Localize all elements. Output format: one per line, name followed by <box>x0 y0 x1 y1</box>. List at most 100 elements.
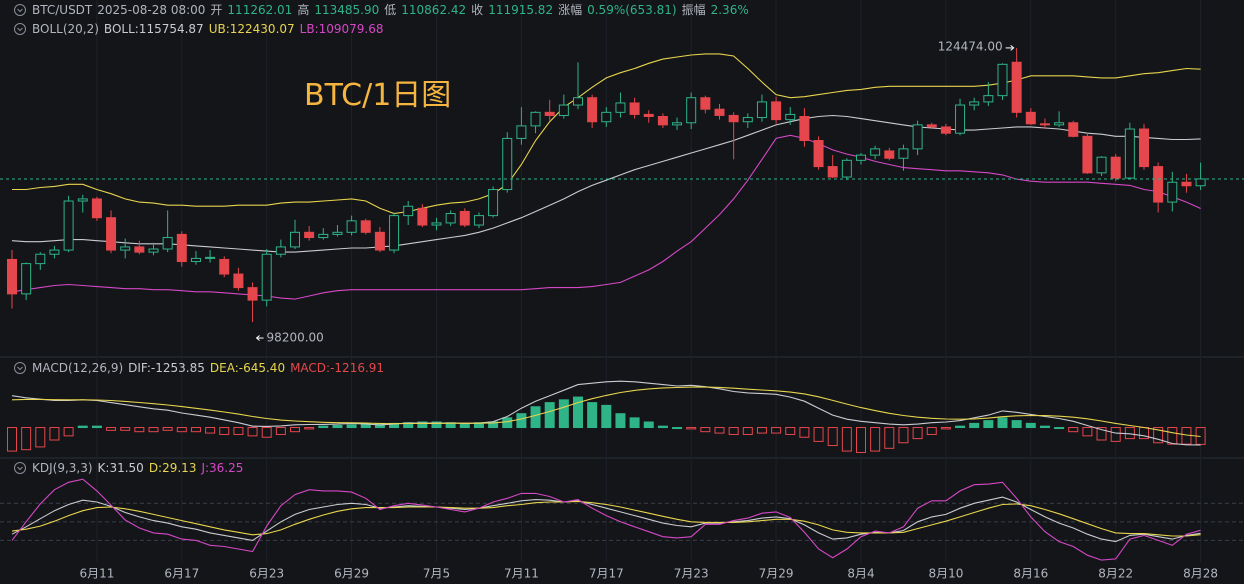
candle-body <box>587 97 598 123</box>
macd-bar <box>1039 425 1050 429</box>
macd-bar <box>1054 427 1065 430</box>
macd-bar <box>629 417 640 429</box>
macd-bar <box>190 427 201 433</box>
candle-body <box>813 140 824 168</box>
macd-bar <box>657 425 668 429</box>
field-label: 开 <box>210 3 223 17</box>
candle-body <box>940 126 951 134</box>
candle-body <box>502 137 513 191</box>
macd-bar <box>1025 422 1036 429</box>
macd-bar <box>926 427 937 435</box>
candle-body <box>318 233 329 239</box>
legend-entry: D:29.13 <box>148 461 197 475</box>
candle-body <box>742 117 753 123</box>
macd-bar <box>516 413 527 429</box>
macd-bar <box>530 406 541 429</box>
macd-bar <box>205 427 216 434</box>
macd-bar <box>700 427 711 433</box>
candle-body <box>1167 181 1178 203</box>
macd-bar <box>346 424 357 429</box>
macd-bar <box>785 427 796 435</box>
macd-bar <box>714 427 725 434</box>
macd-bar <box>49 427 60 441</box>
macd-bar <box>544 402 555 429</box>
macd-bar <box>940 427 951 430</box>
macd-bar <box>7 427 17 452</box>
candle-body <box>374 231 385 251</box>
macd-bar <box>148 427 159 433</box>
candle-body <box>1195 178 1206 187</box>
candle-body <box>1039 123 1050 126</box>
candle-body <box>955 104 966 134</box>
candle-body <box>77 198 88 202</box>
macd-bar <box>1068 427 1079 433</box>
macd-bar <box>672 427 683 430</box>
candle-body <box>856 154 866 161</box>
field-value: 0.59%(653.81) <box>587 3 677 17</box>
candle-body <box>615 102 626 113</box>
candle-body <box>700 97 711 110</box>
candle-body <box>162 237 173 250</box>
macd-bar <box>884 427 895 449</box>
candle-body <box>516 125 527 139</box>
indicator-line <box>11 500 1201 537</box>
x-tick-label: 6月11 <box>79 567 114 581</box>
candle-body <box>205 256 216 259</box>
x-tick-label: 7月5 <box>423 567 450 581</box>
macd-bar <box>827 427 838 447</box>
candle-body <box>1068 122 1079 137</box>
macd-bar <box>1082 427 1093 437</box>
candle-body <box>1011 61 1022 113</box>
candle-body <box>459 210 470 226</box>
macd-bar <box>332 424 343 429</box>
macd-bar <box>756 427 767 434</box>
candle-body <box>898 148 909 159</box>
legend-entry: BOLL:115754.87 <box>103 22 204 36</box>
candle-body <box>983 95 994 103</box>
legend-entry: DIF:-1253.85 <box>128 361 205 375</box>
field-label: 高 <box>297 3 310 17</box>
annotation-arrowhead <box>255 335 260 341</box>
macd-bar <box>247 427 258 437</box>
candle-body <box>926 124 937 128</box>
candle-body <box>657 116 668 126</box>
macd-bar <box>120 427 131 431</box>
candle-body <box>827 166 838 178</box>
macd-bar <box>601 404 612 429</box>
macd-bar <box>290 427 300 433</box>
macd-bar <box>870 427 881 452</box>
legend-entry: DEA:-645.40 <box>209 361 286 375</box>
candle-body <box>629 102 640 115</box>
field-label: 振幅 <box>681 3 706 17</box>
macd-bar <box>304 427 315 430</box>
candle-body <box>558 104 569 116</box>
macd-bar <box>558 399 569 429</box>
legend-entry: LB:109079.68 <box>299 22 384 36</box>
macd-bar <box>106 427 117 431</box>
macd-bar <box>35 427 46 448</box>
candle-body <box>431 222 442 226</box>
candle-body <box>247 287 258 301</box>
macd-bar <box>91 425 102 429</box>
candle-body <box>1054 122 1065 126</box>
candle-body <box>417 207 428 226</box>
annotation: 98200.00 <box>267 331 324 345</box>
candle-body <box>91 198 102 219</box>
candle-body <box>573 97 583 106</box>
candle-body <box>261 253 272 301</box>
x-tick-label: 7月11 <box>504 567 539 581</box>
macd-bar <box>742 427 753 435</box>
candle-body <box>1153 166 1164 203</box>
macd-bar <box>997 417 1008 429</box>
candle-body <box>785 113 796 121</box>
candle-body <box>134 246 145 253</box>
candle-body <box>275 246 286 255</box>
candle-body <box>870 148 881 156</box>
candle-body <box>346 220 357 233</box>
indicator-line <box>11 496 1201 543</box>
candle-body <box>1139 128 1149 168</box>
candle-body <box>190 257 201 263</box>
candle-body <box>176 233 187 263</box>
